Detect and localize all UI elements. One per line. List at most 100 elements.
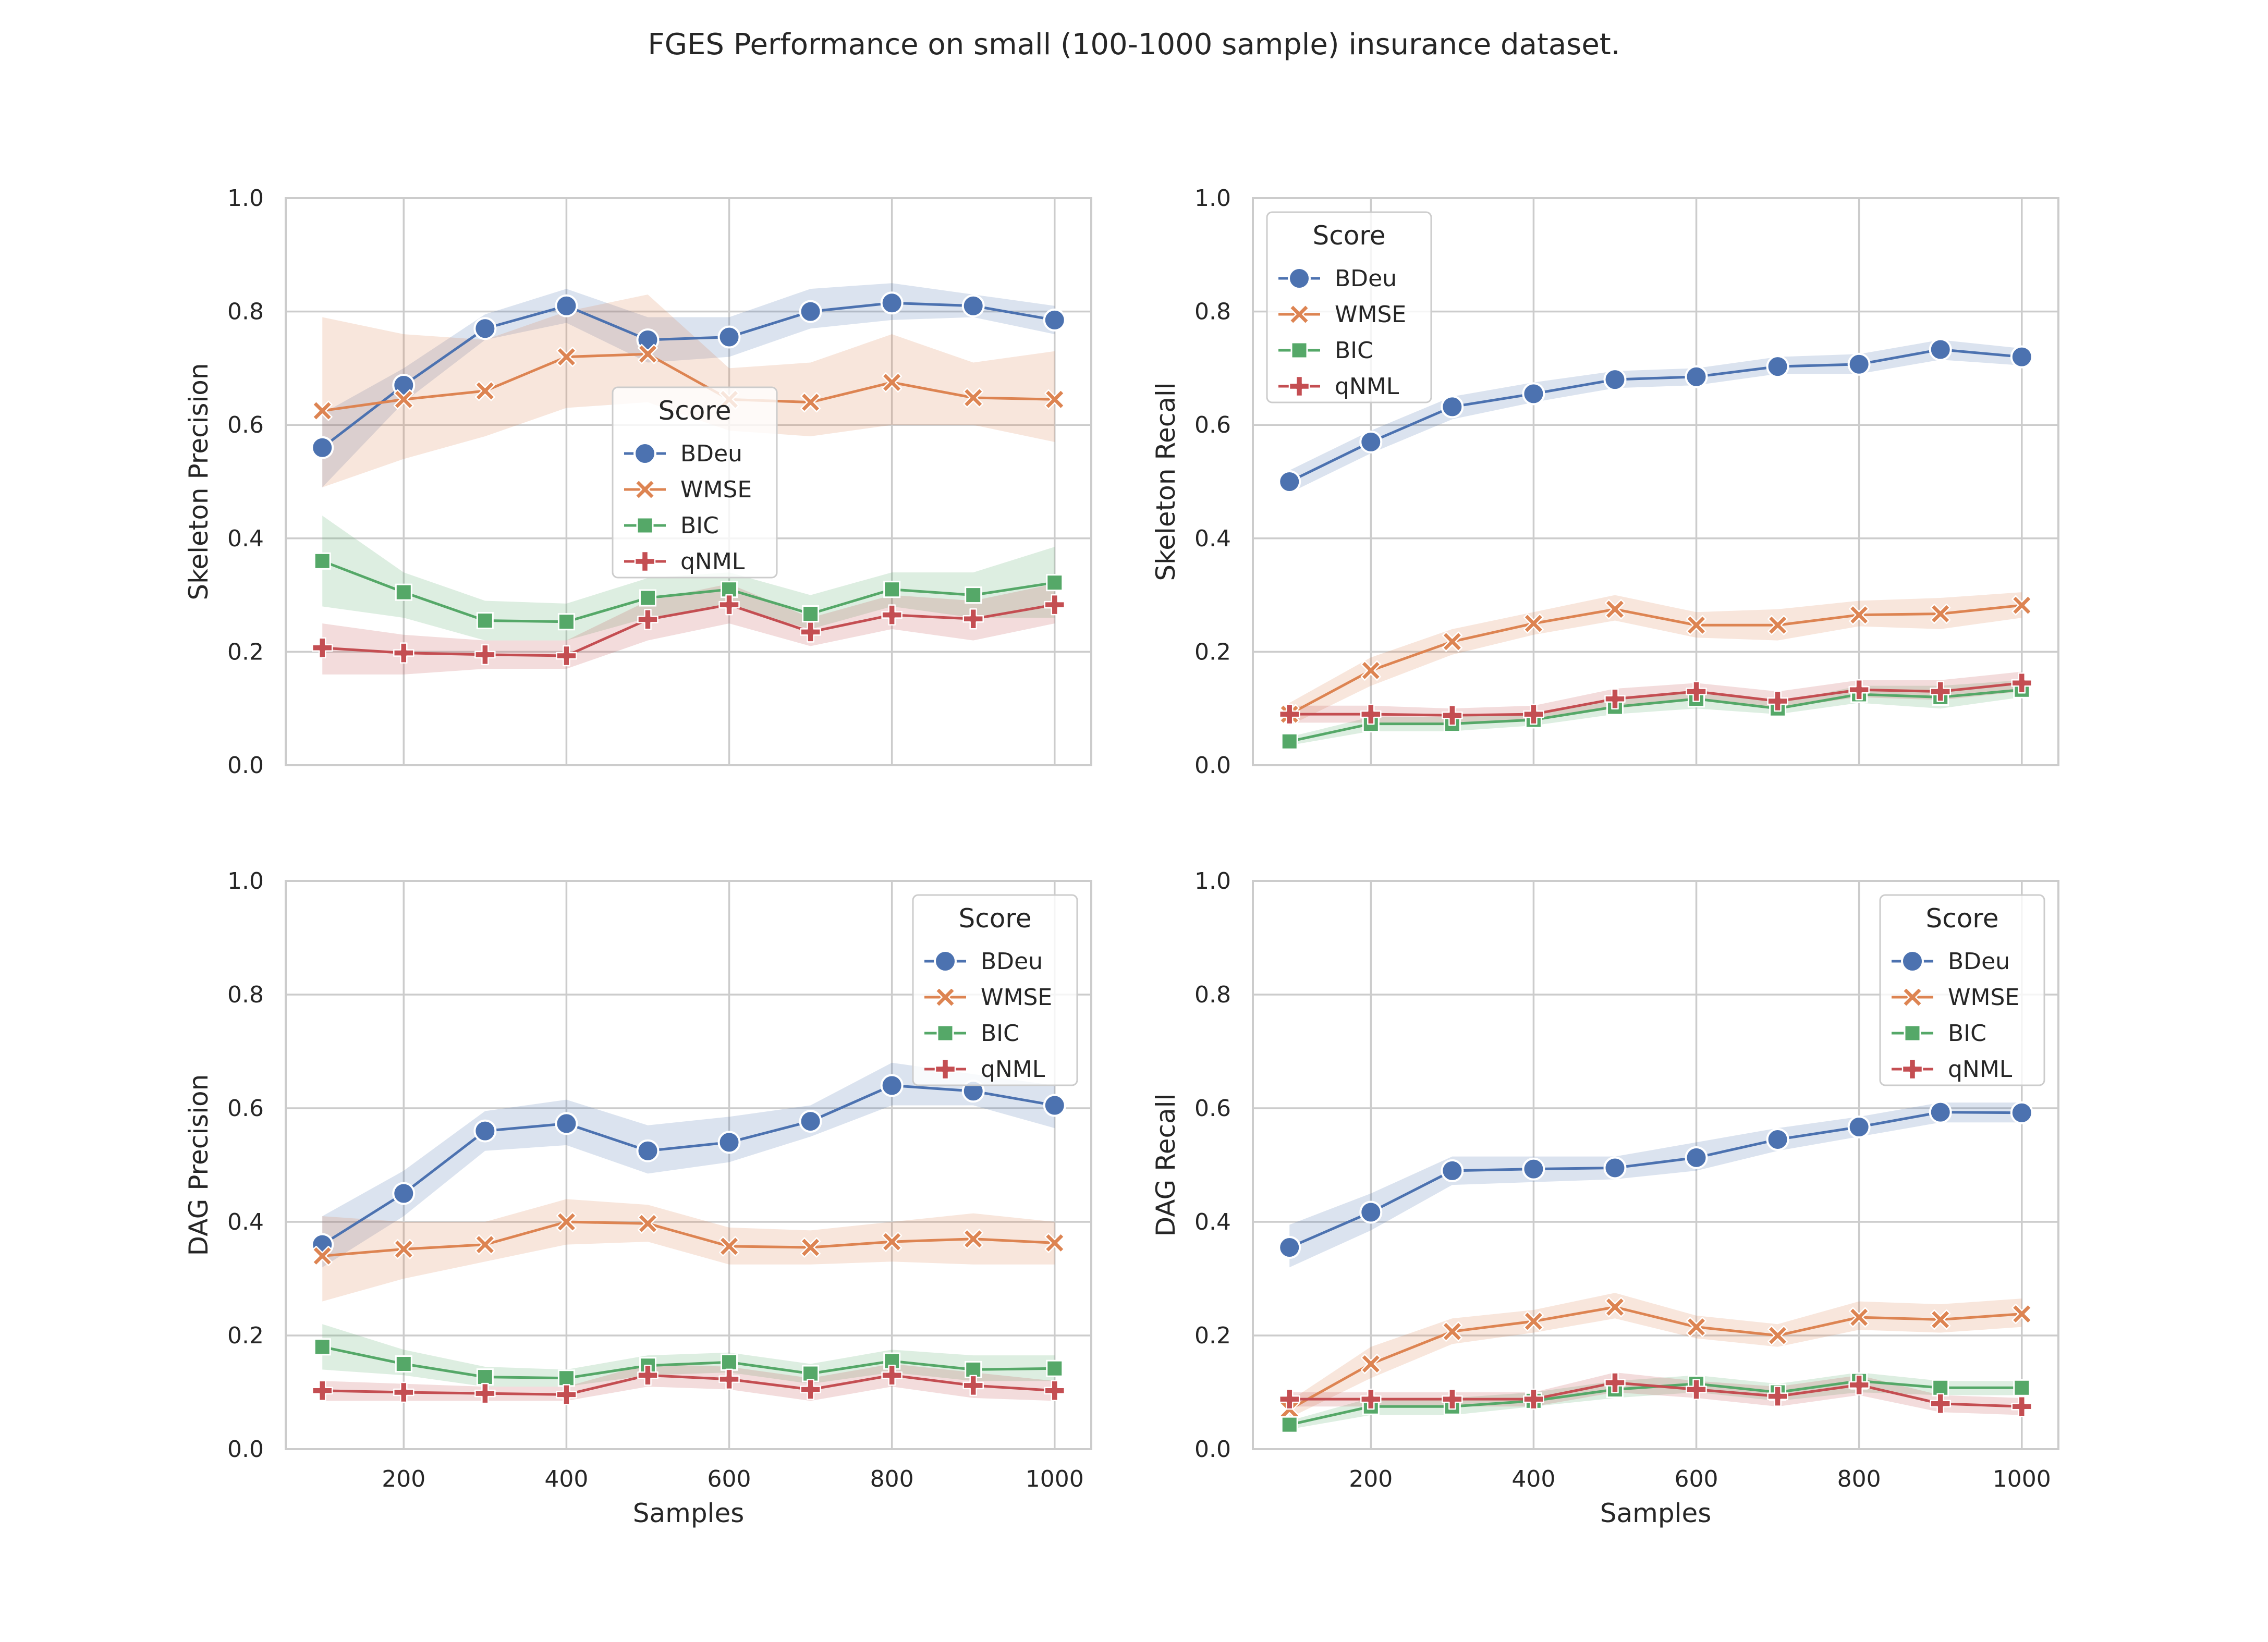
point-bdeu [880, 291, 904, 315]
legend-frame [1266, 211, 1432, 403]
point-qnml [1044, 594, 1066, 616]
point-bdeu [1766, 1128, 1789, 1151]
point-bic [313, 552, 331, 570]
point-qnml [556, 645, 577, 667]
point-wmse [1849, 1307, 1870, 1328]
point-qnml [311, 637, 333, 659]
point-wmse [1604, 1297, 1625, 1317]
point-bdeu [1603, 368, 1627, 391]
point-bdeu [473, 1119, 497, 1143]
legend-label-bic: BIC [680, 512, 719, 539]
point-qnml [1686, 1379, 1707, 1400]
point-bdeu [717, 1131, 741, 1154]
point-wmse [2011, 595, 2032, 616]
y-axis-label: DAG Precision [184, 1074, 214, 1256]
point-bdeu [1929, 338, 1952, 361]
point-wmse [393, 389, 414, 410]
point-bdeu [1441, 1159, 1464, 1182]
x-tick-label: 400 [544, 1466, 588, 1492]
x-tick-label: 800 [1837, 1466, 1881, 1492]
legend-marker-bic [636, 517, 654, 534]
point-qnml [962, 1375, 984, 1396]
point-qnml [1523, 1388, 1544, 1410]
point-bic [721, 1353, 738, 1371]
legend-marker-wmse [1902, 987, 1923, 1008]
point-qnml [474, 1382, 496, 1404]
point-wmse [556, 347, 577, 367]
legend-marker-bic [1904, 1024, 1921, 1042]
point-bic [1281, 732, 1298, 750]
legend-marker-wmse [1289, 304, 1310, 325]
point-wmse [963, 387, 984, 408]
x-axis-label: Samples [633, 1498, 745, 1528]
point-bdeu [311, 436, 334, 459]
y-tick-label: 1.0 [1194, 868, 1231, 894]
series-line-wmse [1289, 604, 2022, 716]
legend-label-qnml: qNML [1948, 1056, 2013, 1083]
point-wmse [1523, 1311, 1544, 1332]
point-qnml [2011, 1396, 2033, 1417]
point-bic [1046, 1359, 1064, 1377]
point-bdeu [1766, 355, 1789, 378]
point-wmse [474, 1234, 495, 1255]
point-wmse [1849, 605, 1870, 626]
legend-marker-bic [1290, 341, 1308, 359]
point-bdeu [1847, 1115, 1871, 1138]
y-tick-label: 1.0 [227, 868, 264, 894]
point-qnml [962, 608, 984, 630]
point-wmse [882, 372, 903, 393]
plot-frame [1252, 197, 2059, 766]
legend-label-bic: BIC [981, 1020, 1019, 1047]
point-qnml [1278, 703, 1300, 725]
x-tick-label: 600 [1675, 1466, 1718, 1492]
legend-label-wmse: WMSE [981, 984, 1052, 1011]
point-wmse [312, 400, 333, 421]
series-line-bic [1289, 688, 2022, 743]
legend-marker-bdeu [1288, 267, 1311, 290]
legend-title: Score [1312, 220, 1385, 251]
series-line-bic [322, 1345, 1055, 1380]
plot-frame [285, 880, 1092, 1450]
point-bdeu [392, 1182, 416, 1205]
x-tick-label: 400 [1511, 1466, 1555, 1492]
point-wmse [1604, 599, 1625, 620]
point-bdeu [880, 1074, 904, 1097]
x-tick-label: 1000 [1026, 1466, 1084, 1492]
legend-title: Score [1925, 903, 1998, 934]
series-line-qnml [322, 1374, 1055, 1396]
ci-band-qnml [322, 1364, 1055, 1401]
y-axis-label: DAG Recall [1151, 1094, 1181, 1237]
legend-label-bic: BIC [1335, 337, 1373, 364]
legend-marker-bdeu [1901, 950, 1924, 973]
y-tick-label: 0.8 [1194, 299, 1231, 325]
series-line-bdeu [1289, 1111, 2022, 1249]
figure-title: FGES Performance on small (100-1000 samp… [648, 28, 1620, 62]
point-wmse [556, 1211, 577, 1232]
point-bdeu [1847, 352, 1871, 376]
point-bdeu [1603, 1156, 1627, 1180]
y-tick-label: 0.0 [1194, 1436, 1231, 1463]
ci-band-wmse [1289, 592, 2022, 726]
legend-label-bdeu: BDeu [1335, 265, 1397, 292]
ci-band-qnml [1289, 671, 2022, 723]
legend-frame [612, 386, 778, 579]
point-bdeu [1685, 1146, 1708, 1169]
point-qnml [1930, 1393, 1951, 1415]
point-wmse [1442, 631, 1462, 652]
point-qnml [1278, 1388, 1300, 1410]
point-bic [802, 605, 820, 623]
y-axis-label: Skeleton Recall [1151, 382, 1181, 581]
y-tick-label: 0.2 [227, 1322, 264, 1349]
legend-label-qnml: qNML [981, 1056, 1045, 1083]
legend-frame [912, 894, 1078, 1086]
point-qnml [393, 642, 414, 664]
point-qnml [474, 644, 496, 666]
series-line-wmse [322, 1220, 1055, 1257]
point-bdeu [1278, 1236, 1301, 1259]
point-qnml [718, 594, 740, 616]
plot-frame [285, 197, 1092, 766]
y-tick-label: 0.0 [227, 1436, 264, 1463]
point-bic [883, 581, 901, 598]
legend: Score BDeu WMSE BIC qNML [912, 894, 1078, 1086]
point-qnml [1442, 1388, 1463, 1410]
